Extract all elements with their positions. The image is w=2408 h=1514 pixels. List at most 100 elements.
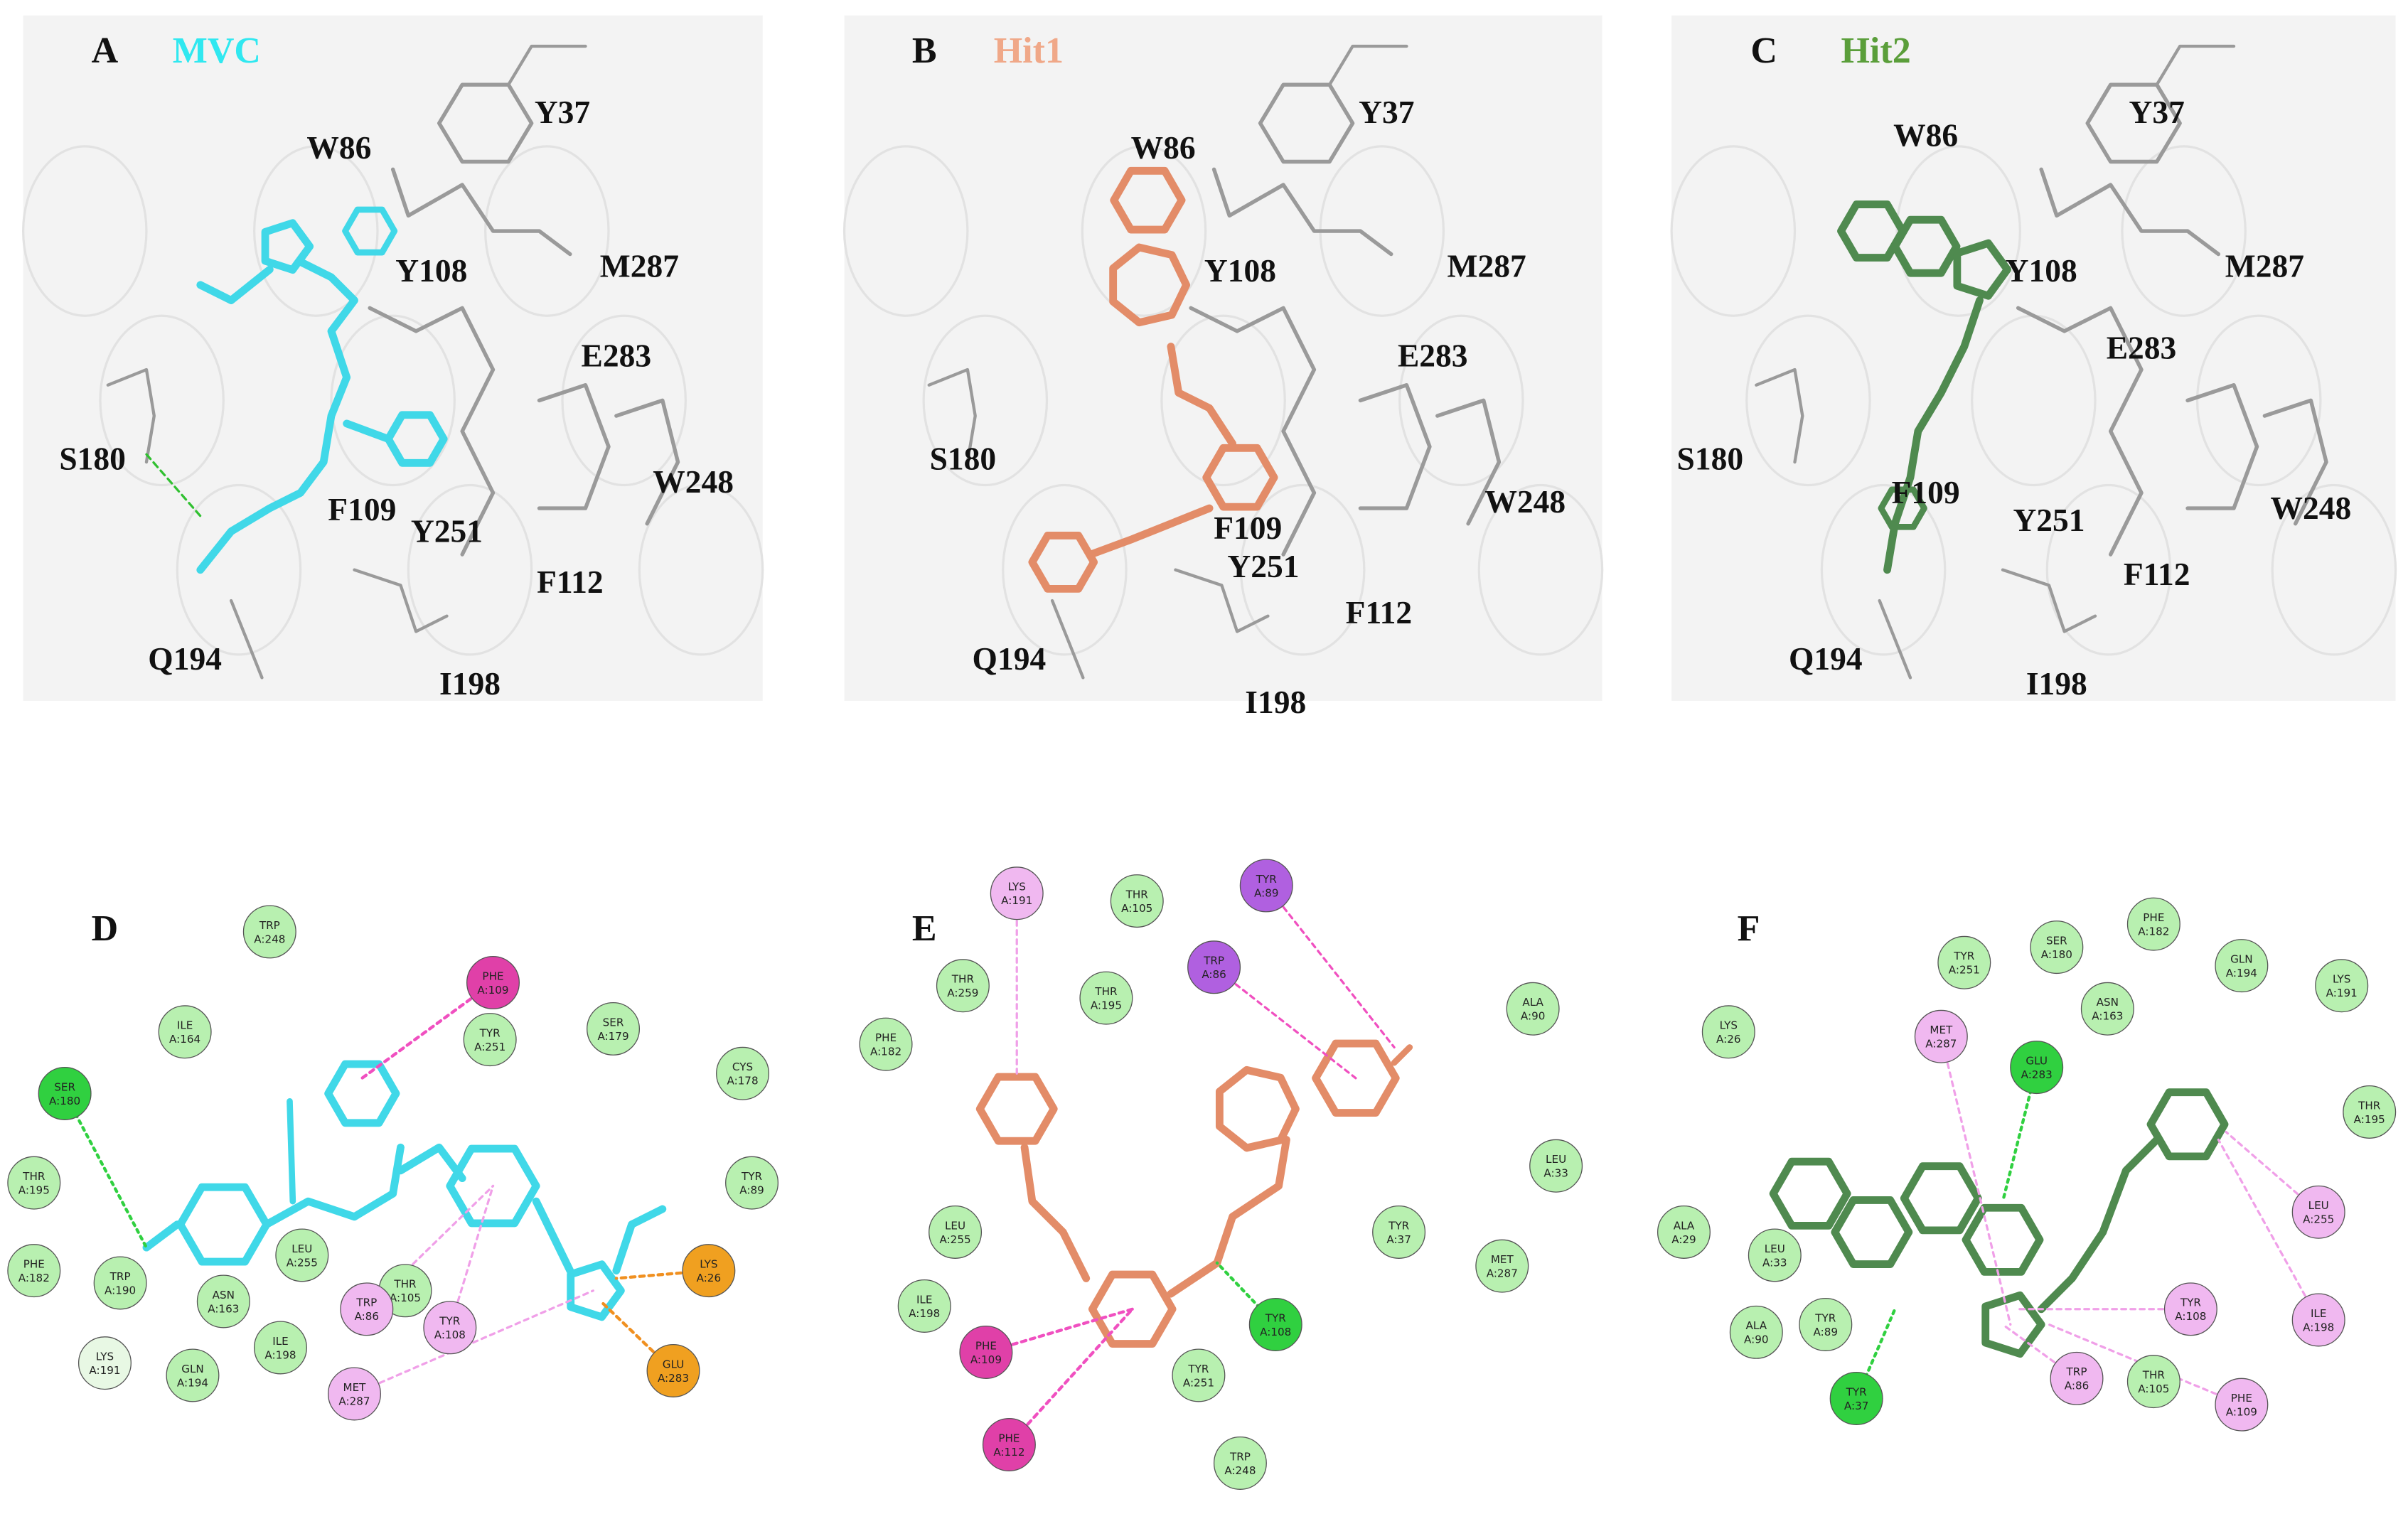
bond (1088, 1270, 1177, 1348)
ligand-name: Hit1 (994, 31, 1064, 71)
residue-name: LYS (96, 1350, 114, 1363)
residue-id: A:108 (1260, 1326, 1291, 1338)
panel-letter: C (1750, 31, 1777, 71)
residue-node (716, 1046, 770, 1100)
residue-id: A:86 (2065, 1380, 2089, 1392)
residue-label: S180 (59, 440, 126, 476)
residue-id: A:198 (264, 1348, 296, 1361)
residue-name: ASN (2097, 996, 2119, 1009)
residue-name: GLU (663, 1358, 685, 1370)
residue-label: M287 (1448, 248, 1526, 284)
bond (1981, 1291, 2045, 1358)
residue-label: Y37 (1359, 94, 1414, 130)
residue-id: A:287 (1925, 1038, 1957, 1051)
bond (1167, 1136, 1290, 1298)
residue-name: GLN (181, 1363, 204, 1375)
bond (397, 1143, 466, 1183)
residue-name: GLU (2026, 1054, 2048, 1067)
helix (1477, 483, 1604, 656)
residue-node (682, 1244, 736, 1298)
panel-letter: E (912, 908, 937, 949)
residue-name: TYR (439, 1315, 461, 1328)
bond (229, 598, 264, 680)
residue-node (2291, 1185, 2345, 1239)
residue-node (1506, 982, 1560, 1036)
residue-id: A:180 (49, 1095, 80, 1107)
residue-id: A:287 (338, 1395, 370, 1407)
helix (253, 145, 379, 317)
bond (599, 1299, 675, 1373)
bond (63, 1092, 149, 1250)
residue-node (2080, 982, 2134, 1036)
helix (2195, 314, 2322, 487)
residue-id: A:37 (1386, 1233, 1411, 1246)
bond (1028, 531, 1098, 593)
residue-node (423, 1301, 477, 1355)
residue-node (1213, 1437, 1267, 1490)
residue-name: ILE (177, 1019, 193, 1032)
residue-name: TYR (1187, 1363, 1209, 1375)
residue-id: A:251 (1183, 1376, 1214, 1389)
bond (1435, 398, 1502, 526)
residue-name: TYR (1953, 950, 1975, 962)
bond (1312, 1039, 1400, 1117)
residue-name: SER (2046, 934, 2067, 947)
helix (176, 483, 302, 656)
residue-label: Q194 (148, 640, 222, 677)
residue-label: Y251 (1227, 548, 1299, 584)
residue-id: A:248 (1224, 1464, 1256, 1477)
bond (437, 82, 534, 164)
residue-name: PHE (975, 1339, 997, 1352)
bond (1878, 598, 1912, 680)
panel-letter: A (92, 31, 119, 71)
helix (99, 314, 225, 487)
helix (1670, 145, 1797, 317)
residue-name: TYR (741, 1170, 763, 1183)
residue-id: A:33 (1762, 1256, 1787, 1269)
residue-label: Q194 (973, 640, 1047, 677)
residue-name: MET (343, 1381, 367, 1394)
bond (1900, 1162, 1982, 1235)
residue-id: A:195 (1091, 999, 1122, 1011)
residue-id: A:89 (1254, 886, 1279, 899)
bond (342, 206, 398, 256)
residue-label: E283 (1398, 337, 1468, 373)
residue-name: LEU (1765, 1242, 1785, 1255)
bond (614, 398, 680, 526)
residue-id: A:180 (2041, 948, 2072, 961)
bond (2146, 1088, 2229, 1161)
residue-node (982, 1418, 1036, 1471)
residue-name: GLN (2230, 952, 2253, 965)
bond (353, 1289, 594, 1395)
residue-id: A:191 (1001, 894, 1032, 907)
residue-label: M287 (2225, 248, 2304, 284)
helix (2121, 145, 2247, 317)
residue-label: F112 (2124, 556, 2190, 592)
residue-node (1748, 1228, 1802, 1282)
residue-label: E283 (582, 337, 652, 373)
residue-id: A:283 (2021, 1068, 2053, 1081)
bond (1189, 306, 1317, 557)
helix (561, 314, 687, 487)
residue-id: A:163 (208, 1302, 239, 1315)
bond (1007, 1307, 1134, 1446)
residue-id: A:105 (390, 1292, 421, 1304)
residue-label: Y37 (535, 94, 590, 130)
helix (1398, 314, 1524, 487)
panel-letter: D (92, 908, 119, 949)
residue-node (2315, 959, 2369, 1013)
residue-id: A:26 (697, 1272, 722, 1284)
bond (1174, 568, 1270, 633)
bond (984, 1307, 1134, 1354)
bond (2001, 568, 2097, 633)
panel-letter: F (1738, 908, 1760, 949)
residue-id: A:198 (909, 1307, 940, 1320)
residue-node (1729, 1305, 1783, 1359)
bond (196, 265, 274, 304)
bond (1755, 367, 1804, 464)
bond (1265, 884, 1396, 1049)
residue-name: LEU (945, 1219, 965, 1232)
residue-id: A:190 (105, 1284, 136, 1296)
bond (537, 383, 611, 510)
